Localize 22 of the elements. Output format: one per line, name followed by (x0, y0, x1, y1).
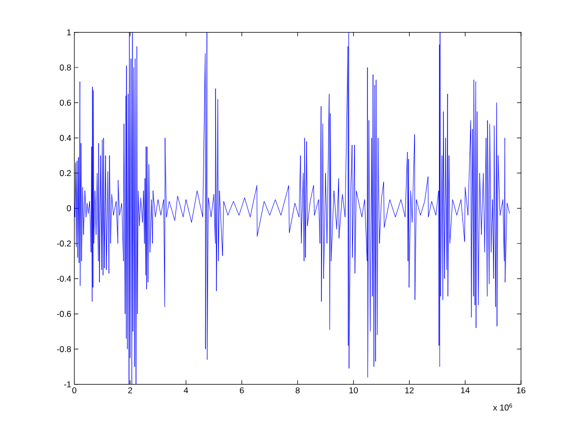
x-tick-label: 2 (128, 387, 132, 394)
text: x 10$^{6}$ (493, 403, 512, 411)
x-tick-label: 14 (461, 387, 470, 394)
y-tick-label: 0 (66, 205, 71, 212)
x-tick-label: 8 (296, 387, 300, 394)
y-tick-label: 0.6 (60, 100, 71, 106)
x-tick-label: 12 (405, 387, 414, 394)
x-tick-label: 10 (349, 387, 358, 394)
x-tick-label: 6 (240, 387, 244, 394)
y-tick-label: 0.8 (60, 64, 71, 70)
y-tick-label: 0.4 (60, 134, 72, 141)
line-series (74, 32, 510, 384)
y-tick-label: -0.2 (57, 240, 71, 246)
x-tick-label: 16 (516, 387, 526, 394)
x-tick-label: 0 (72, 387, 76, 394)
y-tick-label: -0.6 (57, 310, 71, 317)
y-tick-label: -1 (64, 381, 71, 388)
y-tick-label: -0.4 (57, 276, 72, 282)
x-tick-label: 4 (184, 387, 188, 394)
y-tick-label: -0.8 (57, 346, 71, 352)
y-tick-label: 1 (67, 29, 71, 36)
y-tick-label: 0.2 (60, 170, 71, 176)
